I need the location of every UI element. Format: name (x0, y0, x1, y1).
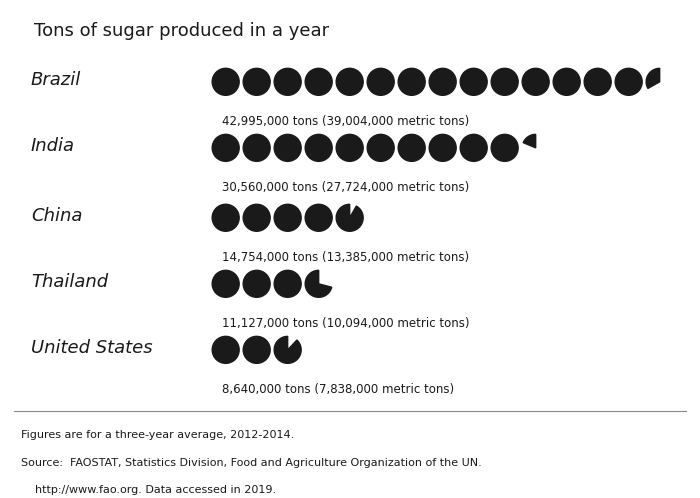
Ellipse shape (368, 68, 394, 95)
PathPatch shape (646, 68, 659, 89)
Ellipse shape (429, 68, 456, 95)
Ellipse shape (398, 68, 425, 95)
Text: Brazil: Brazil (31, 71, 81, 89)
PathPatch shape (336, 204, 363, 231)
Ellipse shape (274, 270, 301, 297)
Ellipse shape (212, 68, 239, 95)
Ellipse shape (491, 68, 518, 95)
Text: Source:  FAOSTAT, Statistics Division, Food and Agriculture Organization of the : Source: FAOSTAT, Statistics Division, Fo… (21, 458, 482, 468)
Ellipse shape (274, 134, 301, 161)
Ellipse shape (368, 134, 394, 161)
Ellipse shape (336, 68, 363, 95)
Ellipse shape (274, 68, 301, 95)
Ellipse shape (243, 204, 270, 231)
Ellipse shape (274, 204, 301, 231)
Ellipse shape (522, 68, 550, 95)
Ellipse shape (584, 68, 611, 95)
Ellipse shape (336, 134, 363, 161)
Ellipse shape (243, 134, 270, 161)
Text: 30,560,000 tons (27,724,000 metric tons): 30,560,000 tons (27,724,000 metric tons) (223, 181, 470, 194)
Text: http://www.fao.org. Data accessed in 2019.: http://www.fao.org. Data accessed in 201… (21, 485, 276, 495)
Text: 8,640,000 tons (7,838,000 metric tons): 8,640,000 tons (7,838,000 metric tons) (223, 383, 454, 396)
Text: 42,995,000 tons (39,004,000 metric tons): 42,995,000 tons (39,004,000 metric tons) (223, 115, 470, 128)
Ellipse shape (615, 68, 642, 95)
Text: India: India (31, 137, 75, 155)
Ellipse shape (212, 336, 239, 364)
Ellipse shape (243, 270, 270, 297)
Ellipse shape (398, 134, 425, 161)
PathPatch shape (274, 336, 301, 364)
Ellipse shape (243, 68, 270, 95)
Ellipse shape (305, 68, 332, 95)
Text: 14,754,000 tons (13,385,000 metric tons): 14,754,000 tons (13,385,000 metric tons) (223, 251, 470, 264)
Text: Tons of sugar produced in a year: Tons of sugar produced in a year (34, 21, 329, 40)
Text: Figures are for a three-year average, 2012-2014.: Figures are for a three-year average, 20… (21, 430, 294, 440)
Ellipse shape (553, 68, 580, 95)
Text: Thailand: Thailand (31, 273, 108, 291)
Ellipse shape (429, 134, 456, 161)
Ellipse shape (305, 134, 332, 161)
Ellipse shape (491, 134, 518, 161)
Ellipse shape (460, 134, 487, 161)
Text: China: China (31, 207, 82, 225)
Text: United States: United States (31, 339, 153, 357)
PathPatch shape (305, 270, 332, 297)
Ellipse shape (243, 336, 270, 364)
PathPatch shape (523, 134, 536, 148)
Ellipse shape (460, 68, 487, 95)
Ellipse shape (212, 270, 239, 297)
Text: 11,127,000 tons (10,094,000 metric tons): 11,127,000 tons (10,094,000 metric tons) (223, 317, 470, 330)
Ellipse shape (212, 134, 239, 161)
Ellipse shape (305, 204, 332, 231)
Ellipse shape (212, 204, 239, 231)
